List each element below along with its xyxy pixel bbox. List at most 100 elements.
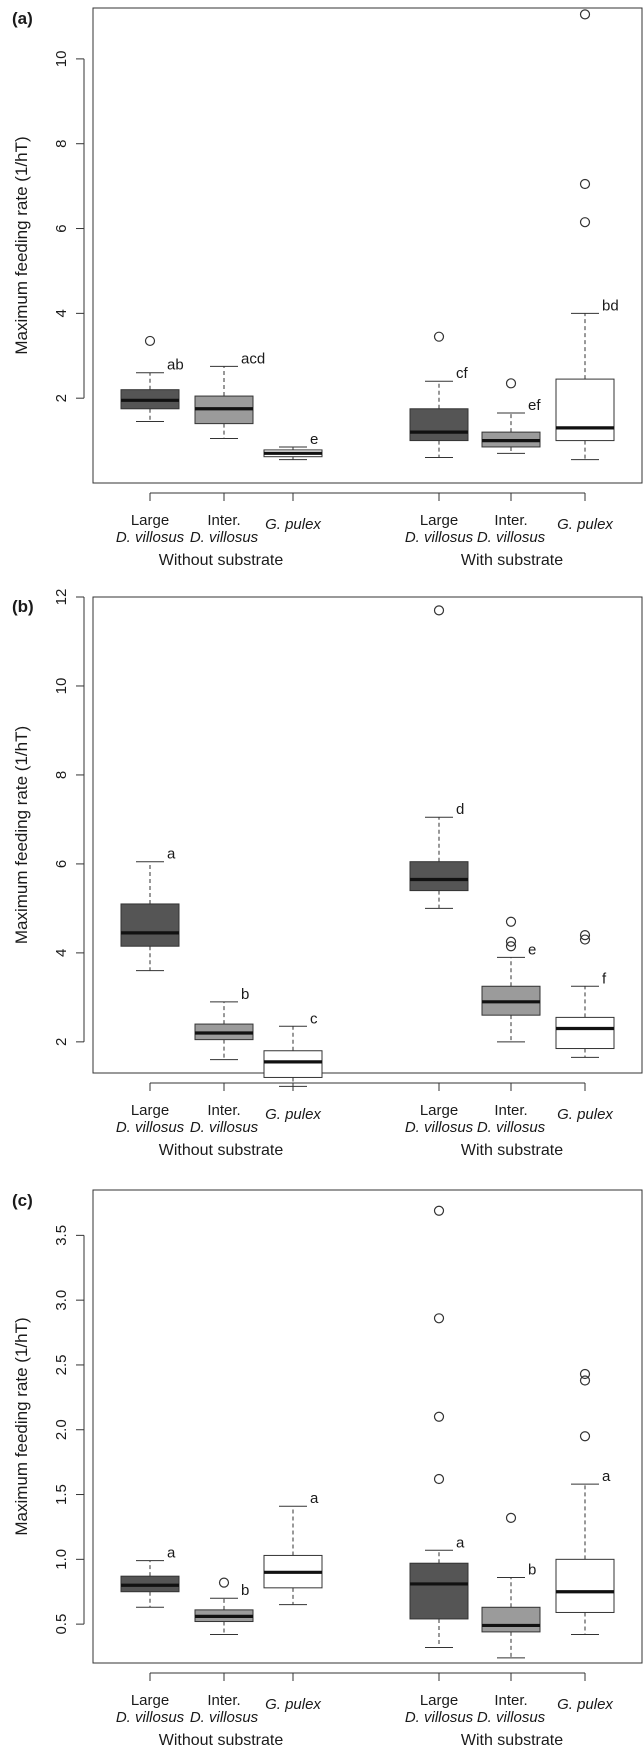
x-category-label: Large	[420, 1692, 458, 1709]
outlier-point	[505, 1512, 517, 1523]
y-tick-label: 10	[53, 51, 70, 68]
panel-b: (b) 2 4 6 8 10 12 Maximum feeding rate (1/hT) a L…	[12, 589, 643, 1159]
box-iqr	[409, 1562, 469, 1620]
outlier-point	[579, 1431, 591, 1442]
y-axis-title: Maximum feeding rate (1/hT)	[12, 1317, 31, 1535]
box-1: a	[120, 1545, 180, 1608]
outlier-point	[579, 217, 591, 228]
panel-c: (c) 0.5 1.0 1.5 2.0 2.5 3.0 3.5 Maximum feeding …	[12, 1189, 643, 1745]
significance-letter: a	[167, 846, 176, 863]
outlier-point	[505, 936, 517, 947]
significance-letter: a	[310, 1490, 319, 1507]
outlier-point	[505, 916, 517, 927]
outlier-point	[433, 331, 445, 342]
y-tick-label: 1.5	[53, 1484, 70, 1505]
y-tick-label: 1.0	[53, 1549, 70, 1570]
outlier-point	[579, 929, 591, 941]
plot-frame	[92, 596, 643, 1074]
box-iqr	[263, 1050, 323, 1078]
box-3: c	[263, 1010, 323, 1087]
x-category-label: Inter.	[494, 1692, 527, 1709]
x-category-species: D. villosus	[116, 1119, 185, 1136]
y-tick-label: 8	[53, 771, 70, 779]
group-label-with-substrate: With substrate	[461, 552, 563, 569]
box-iqr	[555, 1016, 615, 1050]
x-category-species: D. villosus	[190, 1709, 259, 1726]
y-tick-label: 3.5	[53, 1225, 70, 1246]
significance-letter: acd	[241, 350, 265, 367]
y-tick-label: 12	[53, 589, 70, 606]
box-3: a	[263, 1490, 323, 1606]
outlier-point	[433, 1411, 445, 1422]
x-category-species: G. pulex	[265, 1106, 321, 1123]
x-category-species: G. pulex	[557, 516, 613, 533]
x-category-species: G. pulex	[557, 1696, 613, 1713]
box-1: ab	[120, 335, 184, 423]
y-tick-label: 4	[53, 949, 70, 957]
x-category-species: G. pulex	[557, 1106, 613, 1123]
significance-letter: c	[310, 1010, 318, 1027]
outlier-point	[579, 178, 591, 190]
box-4: a	[409, 1205, 469, 1648]
x-category-species: D. villosus	[116, 529, 185, 546]
box-iqr	[120, 903, 180, 947]
outlier-point	[505, 378, 517, 389]
y-tick-label: 8	[53, 140, 70, 148]
significance-letter: a	[456, 1534, 465, 1551]
y-axis-title: Maximum feeding rate (1/hT)	[12, 726, 31, 944]
outlier-point	[579, 1368, 591, 1380]
significance-letter: e	[310, 431, 318, 448]
box-2: b	[194, 1577, 254, 1635]
box-6: a	[555, 1368, 615, 1635]
outlier-point	[433, 605, 445, 616]
box-1: a	[120, 846, 180, 972]
x-category-label: Inter.	[207, 1692, 240, 1709]
group-label-with-substrate: With substrate	[461, 1142, 563, 1159]
outlier-point	[433, 1313, 445, 1324]
x-category-label: Inter.	[207, 512, 240, 529]
x-category-label: Large	[131, 1692, 169, 1709]
box-5: b	[481, 1512, 541, 1659]
panel-label: (b)	[12, 597, 34, 616]
x-category-label: Inter.	[494, 512, 527, 529]
box-iqr	[555, 378, 615, 442]
significance-letter: b	[241, 986, 249, 1003]
outlier-point	[144, 335, 156, 347]
x-category-species: D. villosus	[405, 1119, 474, 1136]
box-5: ef	[481, 378, 541, 454]
y-tick-label: 3.0	[53, 1290, 70, 1311]
x-category-label: Large	[420, 1102, 458, 1119]
box-6: f	[555, 929, 615, 1058]
plot-frame	[92, 7, 643, 484]
group-label-without-substrate: Without substrate	[159, 552, 284, 569]
x-category-species: D. villosus	[477, 529, 546, 546]
group-label-without-substrate: Without substrate	[159, 1732, 284, 1745]
y-tick-label: 6	[53, 224, 70, 232]
box-3: e	[263, 431, 323, 461]
significance-letter: b	[241, 1582, 249, 1599]
outlier-point	[579, 934, 591, 945]
box-iqr	[555, 1558, 615, 1613]
significance-letter: ef	[528, 397, 541, 414]
significance-letter: f	[602, 970, 607, 987]
group-label-with-substrate: With substrate	[461, 1732, 563, 1745]
x-category-label: Large	[131, 1102, 169, 1119]
panel-label: (c)	[12, 1191, 33, 1210]
significance-letter: e	[528, 941, 536, 958]
y-tick-label: 2	[53, 1038, 70, 1046]
x-category-species: D. villosus	[116, 1709, 185, 1726]
y-tick-label: 6	[53, 860, 70, 868]
significance-letter: ab	[167, 357, 184, 374]
box-4: d	[409, 605, 469, 909]
panel-label: (a)	[12, 9, 33, 28]
outlier-point	[218, 1577, 230, 1588]
y-tick-label: 2.0	[53, 1419, 70, 1440]
significance-letter: cf	[456, 365, 469, 382]
box-iqr	[409, 408, 469, 442]
box-4: cf	[409, 331, 469, 459]
x-category-species: D. villosus	[477, 1119, 546, 1136]
y-tick-label: 2.5	[53, 1355, 70, 1376]
x-category-label: Inter.	[494, 1102, 527, 1119]
box-iqr	[481, 1606, 541, 1633]
